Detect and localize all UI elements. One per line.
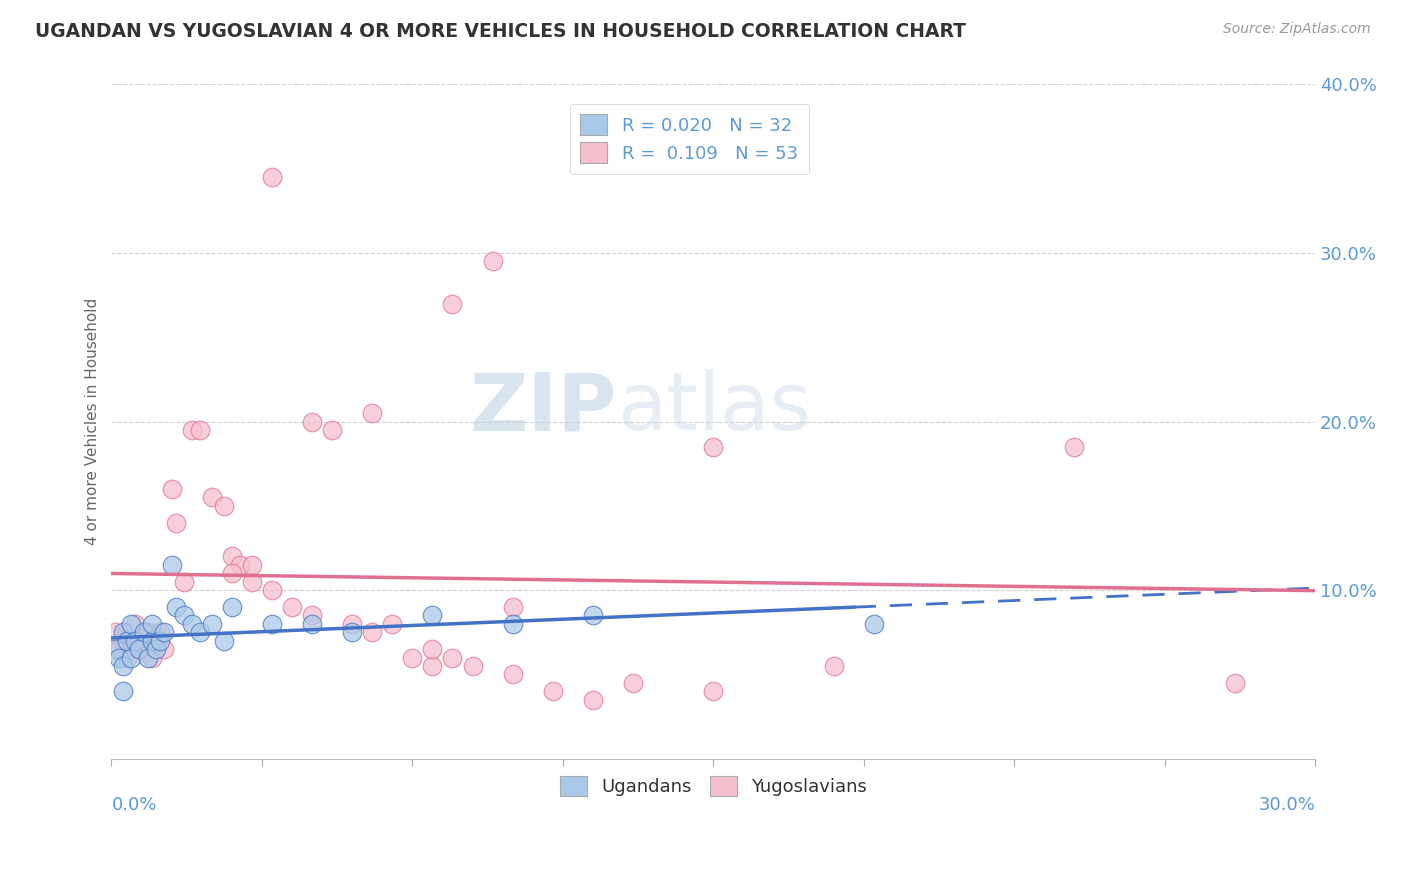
Point: [141, 650, 163, 665]
Point: [141, 633, 163, 648]
Point: [281, 600, 304, 615]
Point: [124, 616, 146, 631]
Point: [301, 616, 323, 631]
Point: [188, 625, 211, 640]
Point: [173, 608, 195, 623]
Point: [240, 558, 263, 572]
Point: [340, 625, 363, 640]
Point: [502, 600, 524, 615]
Point: [117, 625, 139, 640]
Point: [117, 650, 139, 665]
Legend: Ugandans, Yugoslavians: Ugandans, Yugoslavians: [553, 768, 875, 804]
Point: [160, 482, 183, 496]
Point: [422, 642, 444, 657]
Point: [121, 616, 143, 631]
Point: [124, 633, 146, 648]
Point: [180, 616, 202, 631]
Text: 30.0%: 30.0%: [1258, 796, 1315, 814]
Point: [132, 633, 155, 648]
Point: [141, 616, 163, 631]
Point: [201, 491, 224, 505]
Point: [862, 616, 884, 631]
Point: [621, 676, 644, 690]
Point: [221, 549, 243, 564]
Point: [1063, 440, 1085, 454]
Text: ZIP: ZIP: [470, 369, 617, 447]
Point: [702, 440, 724, 454]
Point: [128, 642, 150, 657]
Point: [148, 625, 170, 640]
Point: [221, 600, 243, 615]
Point: [340, 616, 363, 631]
Point: [301, 608, 323, 623]
Point: [145, 633, 167, 648]
Text: UGANDAN VS YUGOSLAVIAN 4 OR MORE VEHICLES IN HOUSEHOLD CORRELATION CHART: UGANDAN VS YUGOSLAVIAN 4 OR MORE VEHICLE…: [35, 22, 966, 41]
Point: [145, 642, 167, 657]
Point: [160, 558, 183, 572]
Point: [104, 642, 127, 657]
Point: [422, 608, 444, 623]
Point: [582, 693, 605, 707]
Point: [108, 650, 131, 665]
Point: [441, 650, 464, 665]
Point: [112, 684, 135, 698]
Point: [121, 642, 143, 657]
Point: [502, 667, 524, 681]
Point: [260, 170, 283, 185]
Text: Source: ZipAtlas.com: Source: ZipAtlas.com: [1223, 22, 1371, 37]
Text: 0.0%: 0.0%: [111, 796, 157, 814]
Point: [582, 608, 605, 623]
Point: [481, 254, 503, 268]
Point: [152, 625, 174, 640]
Point: [136, 625, 159, 640]
Point: [112, 659, 135, 673]
Point: [165, 516, 187, 530]
Point: [212, 499, 235, 513]
Point: [121, 650, 143, 665]
Point: [136, 650, 159, 665]
Point: [381, 616, 404, 631]
Point: [229, 558, 252, 572]
Point: [361, 625, 384, 640]
Point: [165, 600, 187, 615]
Point: [108, 642, 131, 657]
Point: [361, 406, 384, 420]
Y-axis label: 4 or more Vehicles in Household: 4 or more Vehicles in Household: [86, 298, 100, 545]
Point: [401, 650, 423, 665]
Point: [104, 625, 127, 640]
Point: [502, 616, 524, 631]
Point: [128, 642, 150, 657]
Point: [148, 633, 170, 648]
Point: [173, 574, 195, 589]
Point: [702, 684, 724, 698]
Point: [260, 583, 283, 598]
Point: [422, 659, 444, 673]
Point: [1223, 676, 1246, 690]
Point: [132, 625, 155, 640]
Point: [112, 625, 135, 640]
Point: [201, 616, 224, 631]
Point: [221, 566, 243, 581]
Point: [188, 423, 211, 437]
Point: [301, 415, 323, 429]
Point: [212, 633, 235, 648]
Point: [260, 616, 283, 631]
Point: [117, 633, 139, 648]
Point: [321, 423, 343, 437]
Point: [180, 423, 202, 437]
Point: [461, 659, 484, 673]
Point: [441, 296, 464, 310]
Point: [112, 633, 135, 648]
Text: atlas: atlas: [617, 369, 811, 447]
Point: [541, 684, 564, 698]
Point: [240, 574, 263, 589]
Point: [152, 642, 174, 657]
Point: [823, 659, 845, 673]
